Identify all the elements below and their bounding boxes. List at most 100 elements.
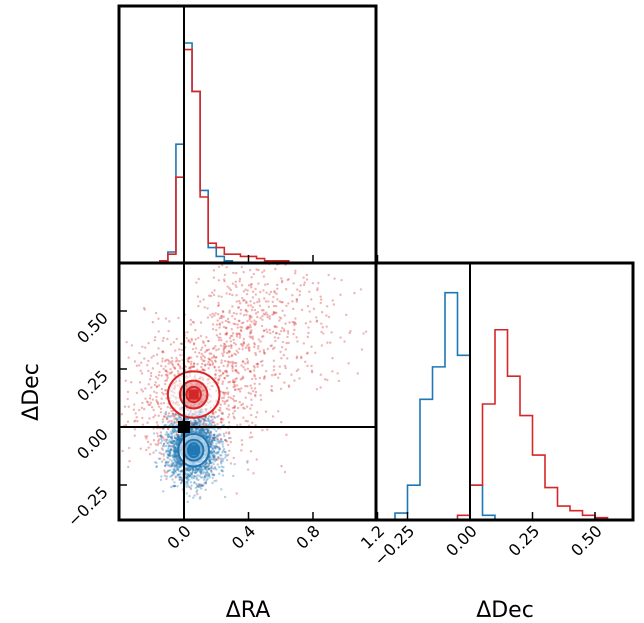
- blue-sample-point: [168, 452, 171, 455]
- red-sample-point: [212, 413, 215, 416]
- red-sample-point: [207, 360, 210, 364]
- red-sample-point: [198, 351, 201, 355]
- red-sample-point: [232, 311, 236, 315]
- blue-sample-point: [213, 416, 217, 419]
- red-sample-point: [230, 346, 233, 350]
- red-sample-point: [229, 396, 233, 400]
- blue-sample-point: [172, 442, 176, 445]
- blue-sample-point: [190, 467, 194, 470]
- red-sample-point: [192, 321, 195, 324]
- blue-sample-point: [180, 463, 183, 467]
- blue-sample-point: [176, 461, 180, 464]
- blue-sample-point: [192, 430, 195, 434]
- blue-sample-point: [192, 481, 196, 485]
- blue-sample-point: [213, 439, 216, 442]
- blue-sample-point: [174, 436, 177, 440]
- blue-sample-point: [196, 467, 199, 470]
- red-sample-point: [244, 362, 247, 365]
- blue-sample-point: [224, 456, 227, 459]
- red-sample-point: [221, 321, 224, 324]
- red-sample-point: [159, 457, 162, 461]
- blue-sample-point: [204, 428, 207, 431]
- blue-sample-point: [179, 437, 182, 440]
- blue-sample-point: [223, 495, 227, 499]
- blue-sample-point: [208, 440, 211, 443]
- blue-sample-point: [181, 433, 184, 436]
- blue-sample-point: [208, 460, 211, 463]
- blue-sample-point: [204, 468, 208, 471]
- red-sample-point: [240, 284, 244, 287]
- red-sample-point: [139, 369, 142, 373]
- red-sample-point: [251, 306, 254, 309]
- red-sample-point: [258, 376, 262, 380]
- blue-sample-point: [195, 427, 198, 430]
- red-sample-point: [221, 412, 224, 415]
- red-sample-point: [250, 316, 253, 319]
- red-sample-point: [262, 289, 265, 292]
- red-sample-point: [161, 436, 164, 439]
- red-sample-point: [221, 399, 224, 403]
- blue-sample-point: [160, 435, 163, 438]
- red-sample-point: [155, 385, 159, 388]
- red-sample-point: [172, 365, 175, 369]
- blue-sample-point: [203, 482, 206, 485]
- red-sample-point: [315, 316, 318, 319]
- red-sample-point: [234, 377, 237, 381]
- red-sample-point: [144, 397, 147, 400]
- blue-sample-point: [177, 461, 181, 465]
- blue-sample-point: [165, 424, 168, 427]
- red-sample-point: [281, 309, 284, 313]
- red-sample-point: [186, 360, 190, 363]
- blue-sample-point: [205, 472, 208, 476]
- blue-sample-point: [179, 470, 183, 473]
- red-sample-point: [136, 420, 139, 423]
- red-sample-point: [124, 423, 128, 427]
- blue-sample-point: [180, 463, 183, 466]
- red-sample-point: [160, 447, 164, 450]
- red-sample-point: [204, 462, 207, 466]
- blue-sample-point: [173, 484, 177, 488]
- blue-sample-point: [169, 447, 173, 451]
- red-sample-point: [283, 470, 287, 474]
- red-sample-point: [145, 448, 148, 452]
- blue-sample-point: [175, 465, 178, 468]
- red-sample-point: [237, 319, 241, 323]
- blue-sample-point: [190, 471, 194, 474]
- red-sample-point: [187, 357, 191, 360]
- blue-sample-point: [203, 465, 206, 469]
- blue-sample-point: [180, 469, 184, 472]
- blue-sample-point: [208, 422, 211, 425]
- red-sample-point: [160, 402, 163, 405]
- blue-sample-point: [166, 469, 170, 473]
- blue-sample-point: [180, 478, 183, 481]
- blue-sample-point: [194, 422, 197, 426]
- blue-sample-point: [214, 436, 217, 439]
- red-sample-point: [276, 287, 279, 290]
- red-sample-point: [189, 323, 193, 326]
- red-sample-point: [155, 421, 159, 424]
- blue-sample-point: [177, 469, 180, 472]
- red-sample-point: [268, 317, 271, 320]
- blue-sample-point: [224, 438, 227, 442]
- blue-sample-point: [209, 459, 212, 462]
- red-sample-point: [180, 479, 184, 482]
- blue-sample-point: [176, 485, 179, 488]
- red-sample-point: [155, 400, 159, 404]
- blue-sample-point: [199, 495, 202, 499]
- red-sample-point: [200, 353, 204, 356]
- red-sample-point: [228, 350, 232, 353]
- blue-sample-point: [174, 461, 177, 464]
- red-sample-point: [285, 433, 288, 437]
- red-sample-point: [206, 349, 209, 352]
- ra-tick-label: 0.4: [228, 521, 259, 552]
- red-sample-point: [220, 411, 223, 414]
- red-sample-point: [167, 329, 170, 333]
- blue-sample-point: [176, 455, 179, 459]
- red-sample-point: [292, 321, 296, 324]
- red-sample-point: [293, 328, 296, 332]
- blue-sample-point: [210, 458, 214, 461]
- red-sample-point: [319, 373, 323, 376]
- red-sample-point: [203, 369, 206, 372]
- red-sample-point: [249, 370, 252, 373]
